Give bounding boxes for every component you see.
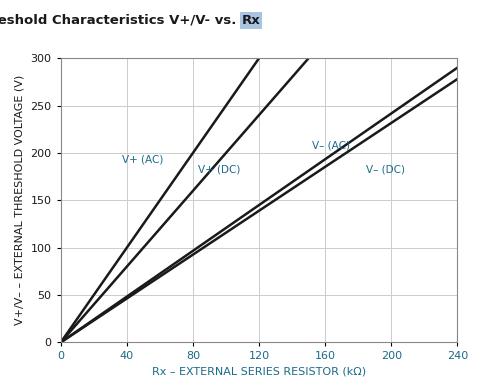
Y-axis label: V+/V– – EXTERNAL THRESHOLD VOLTAGE (V): V+/V– – EXTERNAL THRESHOLD VOLTAGE (V) [15, 75, 25, 325]
Text: Rx: Rx [242, 14, 260, 27]
Text: V– (AC): V– (AC) [312, 140, 350, 151]
X-axis label: Rx – EXTERNAL SERIES RESISTOR (kΩ): Rx – EXTERNAL SERIES RESISTOR (kΩ) [152, 367, 366, 377]
Text: V+ (DC): V+ (DC) [198, 164, 240, 174]
Text: V– (DC): V– (DC) [367, 164, 405, 174]
Text: V+ (AC): V+ (AC) [122, 154, 163, 165]
Text: Fig. 8  External Threshold Characteristics V+/V- vs.: Fig. 8 External Threshold Characteristic… [0, 14, 242, 27]
